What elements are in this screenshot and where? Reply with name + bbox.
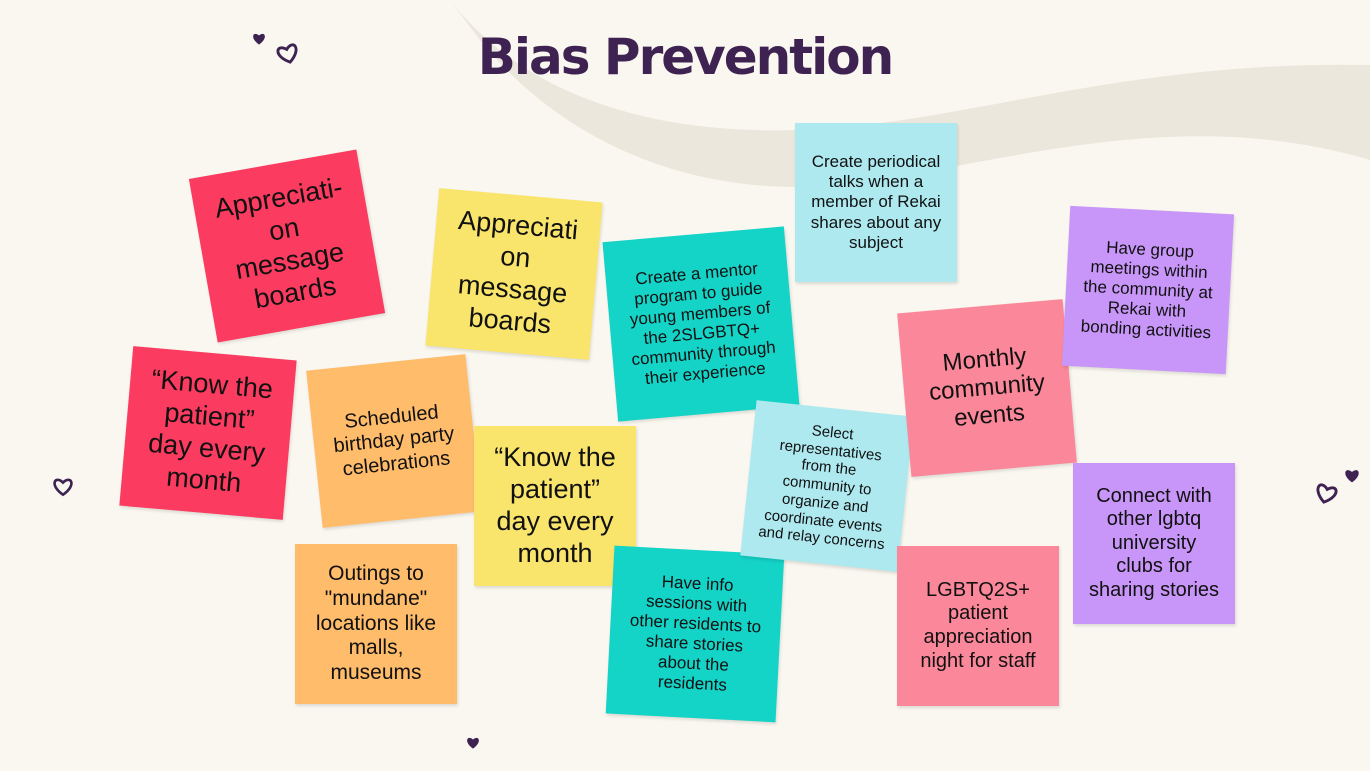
sticky-note-monthly-events: Monthly community events xyxy=(897,299,1077,477)
heart-icon xyxy=(253,33,265,45)
heart-outline-icon xyxy=(276,43,298,64)
note-text: Create periodical talks when a member of… xyxy=(810,152,942,252)
sticky-note-group-meetings: Have group meetings within the community… xyxy=(1061,205,1235,375)
heart-outline-icon xyxy=(1316,483,1338,504)
note-text: Outings to "mundane" locations like mall… xyxy=(315,562,437,685)
page-title: Bias Prevention xyxy=(477,28,894,86)
note-text: Have info sessions with other residents … xyxy=(629,572,762,695)
note-text: Have group meetings within the community… xyxy=(1080,237,1214,343)
sticky-note-periodical-talks: Create periodical talks when a member of… xyxy=(795,123,957,282)
sticky-note-info-sessions: Have info sessions with other residents … xyxy=(605,545,785,723)
heart-icon xyxy=(467,737,479,749)
note-text: Appreciati- on message boards xyxy=(212,172,347,315)
note-text: Scheduled birthday party celebrations xyxy=(332,400,456,481)
sticky-note-appreciation-yellow: Appreciati on message boards xyxy=(425,188,603,360)
note-text: Select representatives from the communit… xyxy=(757,422,886,554)
heart-icon xyxy=(1345,470,1359,483)
note-text: LGBTQ2S+ patient appreciation night for … xyxy=(920,578,1036,672)
note-text: Appreciati on message boards xyxy=(456,205,580,340)
note-text: “Know the patient” day every month xyxy=(494,442,616,568)
sticky-note-mentor: Create a mentor program to guide young m… xyxy=(602,226,800,422)
sticky-note-university-clubs: Connect with other lgbtq university club… xyxy=(1073,463,1235,624)
heart-outline-icon xyxy=(53,478,73,497)
sticky-note-know-patient-yellow: “Know the patient” day every month xyxy=(474,426,636,586)
sticky-note-representatives: Select representatives from the communit… xyxy=(740,400,914,572)
note-text: Monthly community events xyxy=(927,342,1046,433)
sticky-note-appreciation-red: Appreciati- on message boards xyxy=(188,149,386,343)
sticky-note-birthday: Scheduled birthday party celebrations xyxy=(306,354,482,528)
note-text: Connect with other lgbtq university club… xyxy=(1088,484,1220,601)
note-text: Create a mentor program to guide young m… xyxy=(629,258,777,389)
sticky-note-know-patient-red: “Know the patient” day every month xyxy=(119,346,297,520)
sticky-note-appreciation-night: LGBTQ2S+ patient appreciation night for … xyxy=(897,546,1059,706)
sticky-note-outings: Outings to "mundane" locations like mall… xyxy=(295,544,457,704)
note-text: “Know the patient” day every month xyxy=(147,364,275,498)
